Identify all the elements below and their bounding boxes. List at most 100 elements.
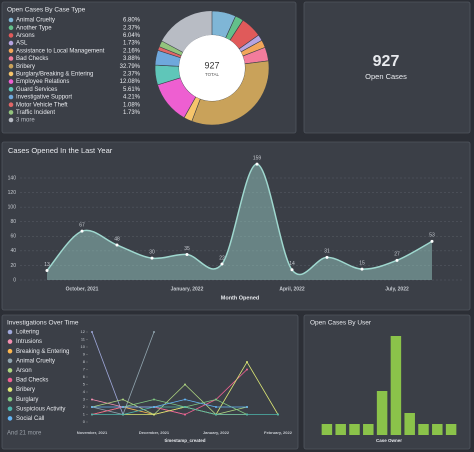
- legend-swatch: [8, 40, 14, 46]
- point: [91, 406, 93, 408]
- data-label: 31: [324, 249, 330, 255]
- legend-label: Assistance to Local Management: [16, 48, 105, 54]
- bar: [390, 336, 402, 435]
- legend-swatch: [8, 17, 14, 23]
- legend-swatch: [7, 416, 13, 421]
- y-tick-label: 100: [8, 204, 17, 210]
- y-tick-label: 12: [81, 329, 86, 334]
- data-label: 14: [289, 261, 295, 267]
- point: [246, 413, 248, 416]
- legend-label: ASL: [16, 41, 28, 47]
- panel-title: Cases Opened In the Last Year: [8, 146, 113, 155]
- point: [153, 413, 155, 416]
- legend-swatch: [7, 377, 13, 383]
- bar: [363, 424, 374, 435]
- legend-value: 1.73%: [123, 41, 141, 47]
- point: [185, 253, 189, 256]
- y-tick-label: 5: [83, 382, 86, 387]
- data-label: 22: [219, 255, 225, 261]
- legend-swatch: [8, 79, 14, 84]
- point: [430, 239, 434, 243]
- y-tick-label: 4: [83, 389, 86, 394]
- card-value: 927: [373, 53, 400, 70]
- point: [80, 229, 84, 233]
- y-tick-label: 140: [8, 175, 17, 181]
- data-label: 13: [44, 262, 50, 268]
- legend-value: 2.16%: [123, 48, 141, 54]
- legend-swatch: [8, 48, 14, 54]
- legend-label: Another Type: [16, 25, 52, 31]
- legend-swatch: [7, 339, 13, 344]
- point: [91, 413, 93, 416]
- y-tick-label: 80: [10, 219, 16, 225]
- legend-label: Bribery: [16, 64, 35, 70]
- legend-swatch: [8, 71, 14, 77]
- y-tick-label: 7: [83, 367, 86, 372]
- legend-value: 6.04%: [123, 33, 141, 39]
- legend-label: Investigative Support: [16, 95, 72, 101]
- y-tick-label: 120: [8, 190, 17, 196]
- point: [122, 413, 124, 416]
- x-tick-label: November, 2021: [77, 430, 108, 435]
- point: [184, 413, 186, 416]
- point: [153, 331, 155, 333]
- legend-value: 5.61%: [123, 87, 141, 93]
- legend-label: Bad Checks: [16, 56, 48, 62]
- legend-label: Intrusions: [16, 339, 42, 345]
- legend-swatch: [8, 87, 14, 92]
- point: [215, 413, 217, 416]
- point: [215, 398, 217, 401]
- legend-label: Social Call: [16, 416, 44, 422]
- legend-label: Animal Cruelty: [16, 358, 55, 364]
- y-tick-label: 0: [13, 277, 16, 283]
- y-tick-label: 2: [83, 404, 86, 409]
- point: [122, 398, 124, 401]
- y-tick-label: 40: [10, 248, 16, 254]
- x-axis-title: Month Opened: [221, 295, 260, 301]
- point: [91, 331, 93, 333]
- bar: [418, 424, 429, 435]
- x-axis-title: Case Owner: [376, 438, 402, 443]
- legend-swatch: [7, 358, 13, 364]
- donut-total-label: TOTAL: [205, 72, 220, 77]
- x-tick-label: February, 2022: [264, 430, 293, 435]
- y-tick-label: 1: [83, 412, 86, 417]
- point: [150, 256, 154, 260]
- data-label: 35: [184, 246, 190, 252]
- legend-more: And 21 more: [7, 431, 42, 437]
- legend-swatch: [8, 63, 14, 69]
- legend-swatch: [8, 102, 14, 107]
- panel: [1, 314, 299, 450]
- legend-swatch: [7, 387, 13, 392]
- legend-swatch: [7, 406, 13, 412]
- point: [215, 406, 217, 408]
- legend-swatch: [7, 396, 13, 402]
- point: [246, 368, 248, 371]
- bar: [445, 424, 457, 435]
- data-label: 30: [149, 249, 155, 255]
- legend-label: Animal Cruelty: [16, 18, 55, 24]
- point: [184, 383, 186, 386]
- data-label: 67: [79, 223, 85, 229]
- data-label: 15: [359, 260, 365, 266]
- bar: [404, 413, 415, 435]
- legend-value: 4.21%: [123, 95, 141, 101]
- legend-more: 3 more: [16, 118, 35, 124]
- legend-swatch: [8, 56, 14, 61]
- legend-label: Arson: [16, 368, 32, 374]
- data-label: 48: [114, 236, 120, 242]
- point: [220, 262, 224, 266]
- y-tick-label: 60: [10, 234, 16, 240]
- bar: [432, 424, 443, 435]
- legend-value: 6.80%: [123, 18, 141, 24]
- legend-label: Burglary: [16, 397, 38, 403]
- y-tick-label: 0: [83, 419, 86, 424]
- line: [91, 383, 248, 415]
- x-tick-label: July, 2022: [385, 286, 409, 292]
- legend-swatch: [8, 110, 14, 115]
- point: [184, 398, 186, 401]
- legend-swatch: [8, 94, 14, 100]
- point: [290, 268, 294, 272]
